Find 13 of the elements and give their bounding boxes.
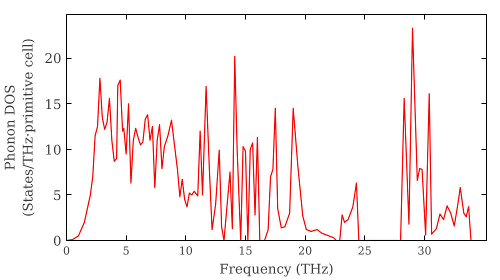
- y-tick-label: 15: [44, 98, 62, 113]
- x-tick-label: 30: [417, 244, 432, 258]
- x-tick-label: 10: [178, 244, 193, 258]
- x-tick-label: 0: [63, 244, 70, 258]
- x-tick-label: 5: [122, 244, 130, 258]
- x-tick-label: 20: [298, 244, 312, 258]
- x-tick-label: 15: [238, 244, 252, 258]
- x-tick-label: 25: [358, 244, 372, 258]
- y-axis-title: Phonon DOS (States/THz·primitive cell): [4, 38, 37, 217]
- y-tick-label: 10: [44, 143, 62, 158]
- x-axis-title: Frequency (THz): [219, 262, 334, 278]
- y-tick-label: 20: [44, 52, 62, 68]
- y-tick-label: 5: [53, 188, 62, 204]
